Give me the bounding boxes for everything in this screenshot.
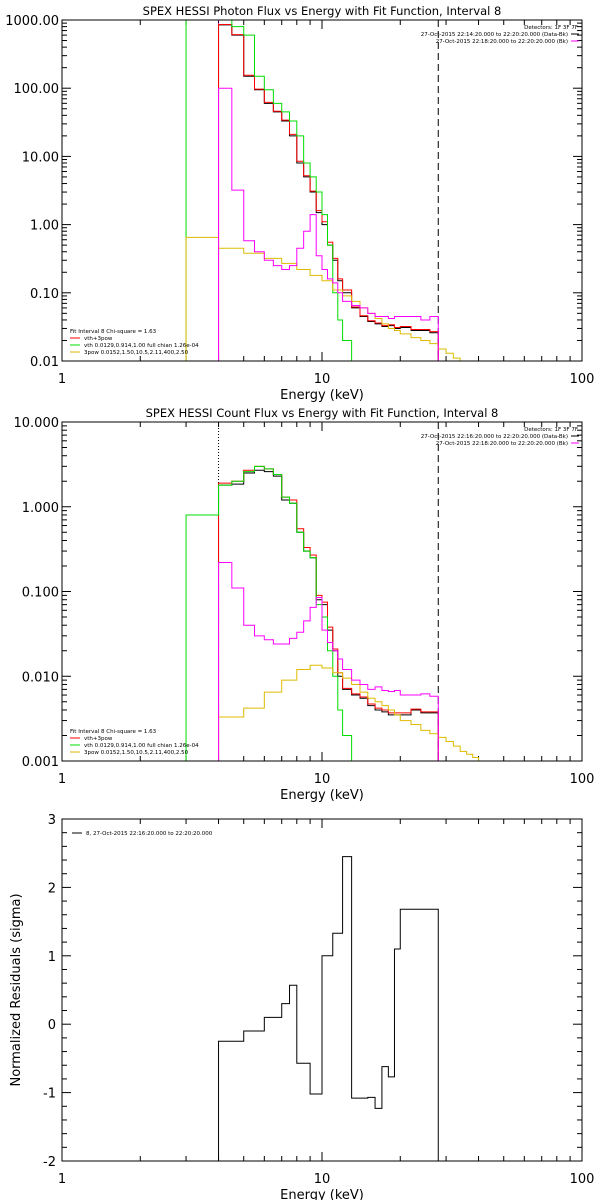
fit-info-label: Fit Interval 8 Chi-square = 1.63 — [70, 329, 157, 335]
detectors-label: Detectors: 1F 3F 7F — [524, 25, 578, 31]
series-line-vth — [185, 465, 360, 761]
y-tick-label: 0.10 — [30, 287, 59, 302]
plot-frame — [61, 421, 583, 762]
x-tick-label: 10 — [314, 772, 331, 787]
y-tick-label: 0.001 — [22, 755, 59, 770]
x-tick-label: 100 — [570, 372, 595, 387]
fit-info-label: Fit Interval 8 Chi-square = 1.63 — [70, 729, 157, 735]
y-tick-label: 1 — [48, 950, 56, 965]
plot-frame — [61, 818, 583, 1162]
legend-label: vth 0.0129,0.914,1.00 full chian 1.26e-0… — [84, 743, 199, 749]
x-tick-label: 100 — [570, 772, 595, 787]
plot-frame — [61, 19, 583, 362]
y-tick-label: 100.00 — [14, 82, 60, 97]
x-tick-label: 1 — [58, 1172, 66, 1187]
y-tick-label: 0.100 — [22, 586, 59, 601]
series-line-vth+3pow — [218, 465, 439, 761]
legend-label: 3pow 0.0152,1.50,10.5,2.11,400,2.50 — [84, 350, 189, 356]
chart-title: SPEX HESSI Count Flux vs Energy with Fit… — [146, 406, 499, 420]
x-tick-label: 1 — [58, 372, 66, 387]
x-tick-label: 10 — [314, 372, 331, 387]
series-line-Bk — [218, 561, 439, 761]
series-line-residuals — [218, 856, 439, 1161]
series-line-vth+3pow — [218, 23, 439, 361]
y-tick-label: 1.000 — [22, 501, 59, 516]
interval-label: 27-Oct-2015 22:18:20.000 to 22:20:20.000… — [436, 441, 568, 447]
x-tick-label: 1 — [58, 772, 66, 787]
y-tick-label: 0.010 — [22, 670, 59, 685]
legend-label: 8, 27-Oct-2015 22:16:20.000 to 22:20:20.… — [86, 831, 213, 837]
legend-label: 3pow 0.0152,1.50,10.5,2.11,400,2.50 — [84, 750, 189, 756]
y-tick-label: 3 — [48, 813, 56, 828]
legend-label: vth+3pow — [84, 336, 113, 342]
chart-title: SPEX HESSI Photon Flux vs Energy with Fi… — [143, 4, 502, 18]
x-tick-label: 10 — [314, 1172, 331, 1187]
y-tick-label: 0 — [48, 1018, 56, 1033]
series-line-3pow — [185, 236, 467, 361]
y-axis-label: Normalized Residuals (sigma) — [9, 893, 24, 1086]
x-axis-label: Energy (keV) — [280, 388, 364, 403]
x-axis-label: Energy (keV) — [280, 1188, 364, 1200]
series-line-vth — [185, 20, 360, 361]
y-tick-label: -1 — [43, 1087, 56, 1102]
legend-label: vth+3pow — [84, 736, 113, 742]
series-line-Bk — [218, 87, 439, 361]
y-tick-label: 1000.00 — [5, 14, 59, 29]
interval-label: 27-Oct-2015 22:18:20.000 to 22:20:20.000… — [436, 39, 568, 45]
y-tick-label: -2 — [43, 1155, 56, 1170]
series-line-3pow — [218, 664, 500, 761]
y-tick-label: 1.00 — [30, 219, 59, 234]
x-tick-label: 100 — [570, 1172, 595, 1187]
legend-label: vth 0.0129,0.914,1.00 full chian 1.26e-0… — [84, 343, 199, 349]
y-tick-label: 10.000 — [14, 416, 60, 431]
y-tick-label: 2 — [48, 881, 56, 896]
series-line-Data-Bk — [218, 469, 439, 761]
x-axis-label: Energy (keV) — [280, 788, 364, 803]
y-tick-label: 10.00 — [22, 150, 59, 165]
y-tick-label: 0.01 — [30, 355, 59, 370]
interval-label: 27-Oct-2015 22:16:20.000 to 22:20:20.000… — [421, 434, 568, 440]
interval-label: 27-Oct-2015 22:14:20.000 to 22:20:20.000… — [421, 32, 568, 38]
detectors-label: Detectors: 1F 3F 7F — [524, 427, 578, 433]
